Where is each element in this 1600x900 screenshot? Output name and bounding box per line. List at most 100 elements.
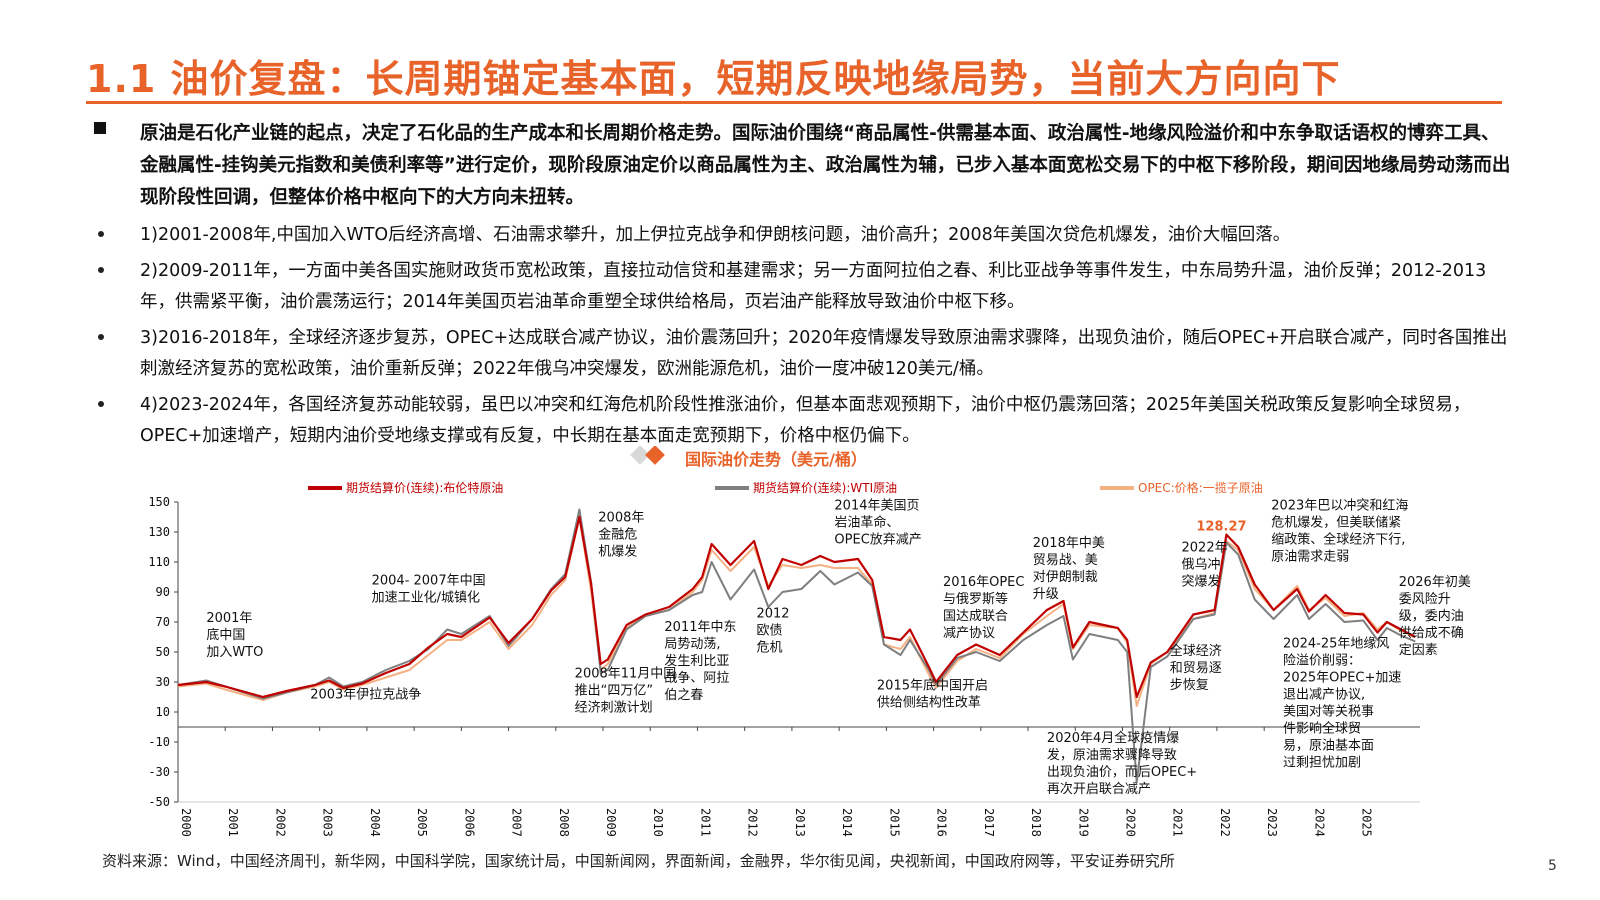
annotation-line: 俄乌冲 (1182, 557, 1221, 573)
x-tick-label: 2019 (1076, 808, 1090, 837)
annotation-line: 升级 (1033, 587, 1059, 602)
annotation-line: 2012 (756, 607, 789, 622)
bullet-dot-icon (98, 231, 104, 237)
diamond-orange-icon (645, 446, 665, 465)
series-line-1 (177, 508, 1416, 784)
annotation-line: 与俄罗斯等 (943, 591, 1008, 607)
x-tick-label: 2023 (1265, 808, 1279, 837)
x-tick-label: 2018 (1029, 808, 1043, 837)
annotation-line: 2026年初美 (1399, 575, 1471, 590)
y-tick-label: 30 (156, 675, 170, 689)
chart-series: 128.27 (177, 508, 1416, 784)
chart-title-box (672, 446, 902, 472)
x-tick-label: 2002 (273, 808, 287, 837)
annotation-line: 对伊朗制裁 (1033, 569, 1098, 585)
bullet-dot-icon (98, 333, 104, 340)
y-tick-label: -30 (148, 765, 170, 779)
chart-canvas: 国际油价走势（美元/桶） 期货结算价(连续):布伦特原油 期货结算价(连续):WT… (148, 446, 1471, 837)
x-tick-label: 2014 (840, 808, 854, 837)
annotation-line: 供给成不确 (1399, 626, 1464, 641)
annotation-line: 美国对等关税事 (1283, 704, 1374, 720)
annotation-line: 2001年 (206, 611, 252, 626)
list-item: 4)2023-2024年，各国经济复苏动能较弱，虽巴以冲突和红海危机阶段性推涨油… (94, 390, 1514, 453)
annotation-line: 加速工业化/城镇化 (372, 591, 480, 606)
annotation-line: 险溢价削弱： (1283, 654, 1361, 669)
annotation-line: 定因素 (1399, 643, 1438, 658)
annotation-line: 发，原油需求骤降导致 (1047, 747, 1177, 763)
peak-value-label: 128.27 (1196, 520, 1246, 535)
annotation-line: 伯之春 (664, 688, 703, 703)
bullet-list: 1)2001-2008年,中国加入WTO后经济高增、石油需求攀升，加上伊拉克战争… (94, 220, 1514, 457)
annotation-line: 退出减产协议, (1283, 688, 1365, 703)
annotation-line: 金融危 (598, 527, 637, 543)
annotation-line: 全球经济 (1170, 643, 1222, 659)
annotation-line: 战争、阿拉 (664, 671, 729, 686)
annotation-line: 2022年 (1182, 541, 1228, 556)
annotation: 2020年4月全球疫情爆发，原油需求骤降导致出现负油价，而后OPEC+再次开启联… (1047, 730, 1197, 797)
annotation-line: 2025年OPEC+加速 (1283, 671, 1401, 686)
annotation-line: 委风险升 (1399, 592, 1451, 607)
y-tick-label: 90 (156, 585, 170, 599)
y-tick-label: 50 (156, 645, 170, 659)
chart-title: 国际油价走势（美元/桶） (685, 450, 867, 469)
list-item: 1)2001-2008年,中国加入WTO后经济高增、石油需求攀升，加上伊拉克战争… (94, 220, 1514, 252)
legend-label: 期货结算价(连续):布伦特原油 (346, 480, 503, 495)
annotation-line: 2018年中美 (1033, 536, 1105, 551)
source-note: 资料来源：Wind，中国经济周刊，新华网，中国科学院，国家统计局，中国新闻网，界… (102, 852, 1175, 870)
title-divider (86, 101, 1502, 104)
x-tick-label: 2013 (793, 808, 807, 837)
annotation-line: 底中国 (206, 627, 245, 643)
list-item-text: 3)2016-2018年，全球经济逐步复苏，OPEC+达成联合减产协议，油价震荡… (140, 327, 1508, 380)
list-item-text: 4)2023-2024年，各国经济复苏动能较弱，虽巴以冲突和红海危机阶段性推涨油… (140, 394, 1471, 447)
y-tick-label: 70 (156, 615, 170, 629)
annotation-line: 2024-25年地缘风 (1283, 637, 1389, 652)
annotation-line: 2015年底中国开启 (877, 678, 988, 694)
list-item-text: 1)2001-2008年,中国加入WTO后经济高增、石油需求攀升，加上伊拉克战争… (140, 225, 1291, 245)
legend-label: OPEC:价格:一揽子原油 (1138, 480, 1263, 495)
annotation-line: 欧债 (756, 624, 782, 639)
y-tick-label: -10 (148, 735, 170, 749)
y-tick-label: 130 (148, 525, 170, 539)
chart-header: 国际油价走势（美元/桶） (630, 446, 902, 472)
x-tick-label: 2000 (179, 808, 193, 837)
x-tick-label: 2015 (887, 808, 901, 837)
x-tick-label: 2016 (935, 808, 949, 837)
annotation: 2014年美国页岩油革命、 OPEC放弃减产 (834, 499, 921, 548)
annotation-line: 2008年11月中国 (575, 667, 677, 682)
series-line-0 (177, 515, 1416, 699)
annotation-line: 2023年巴以冲突和红海 (1271, 498, 1408, 514)
x-tick-label: 2004 (368, 808, 382, 837)
legend-label: 期货结算价(连续):WTI原油 (753, 480, 897, 495)
annotation-line: 推出“四万亿” (575, 684, 653, 699)
annotation-line: 2004- 2007年中国 (372, 574, 486, 589)
chart-legend: 期货结算价(连续):布伦特原油 期货结算价(连续):WTI原油 OPEC:价格:一揽… (308, 480, 1263, 495)
page-title: 1.1 油价复盘：长周期锚定基本面，短期反映地缘局势，当前大方向向下 (86, 57, 1341, 101)
list-item: 3)2016-2018年，全球经济逐步复苏，OPEC+达成联合减产协议，油价震荡… (94, 323, 1514, 386)
annotation-line: 再次开启联合减产 (1047, 781, 1151, 797)
annotation-line: 步恢复 (1170, 678, 1209, 693)
annotation-line: 级，委内油 (1399, 608, 1464, 624)
x-tick-label: 2025 (1360, 808, 1374, 837)
annotation-line: 机爆发 (598, 544, 637, 560)
page-number: 5 (1548, 858, 1557, 874)
annotation-line: 国达成联合 (943, 609, 1008, 624)
intro-paragraph: 原油是石化产业链的起点，决定了石化品的生产成本和长周期价格走势。国际油价围绕“商… (94, 118, 1514, 214)
annotation-line: 岩油革命、 (834, 515, 899, 531)
x-tick-label: 2021 (1171, 808, 1185, 837)
list-item: 2)2009-2011年，一方面中美各国实施财政货币宽松政策，直接拉动信贷和基建… (94, 256, 1514, 319)
annotation-line: 贸易战、美 (1033, 553, 1098, 568)
annotation-line: 和贸易逐 (1170, 661, 1222, 676)
annotation-line: 缩政策、全球经济下行, (1271, 532, 1405, 548)
y-tick-label: 10 (156, 705, 170, 719)
annotation-line: 发生利比亚 (664, 653, 729, 669)
annotation-line: 2008年 (598, 511, 644, 526)
